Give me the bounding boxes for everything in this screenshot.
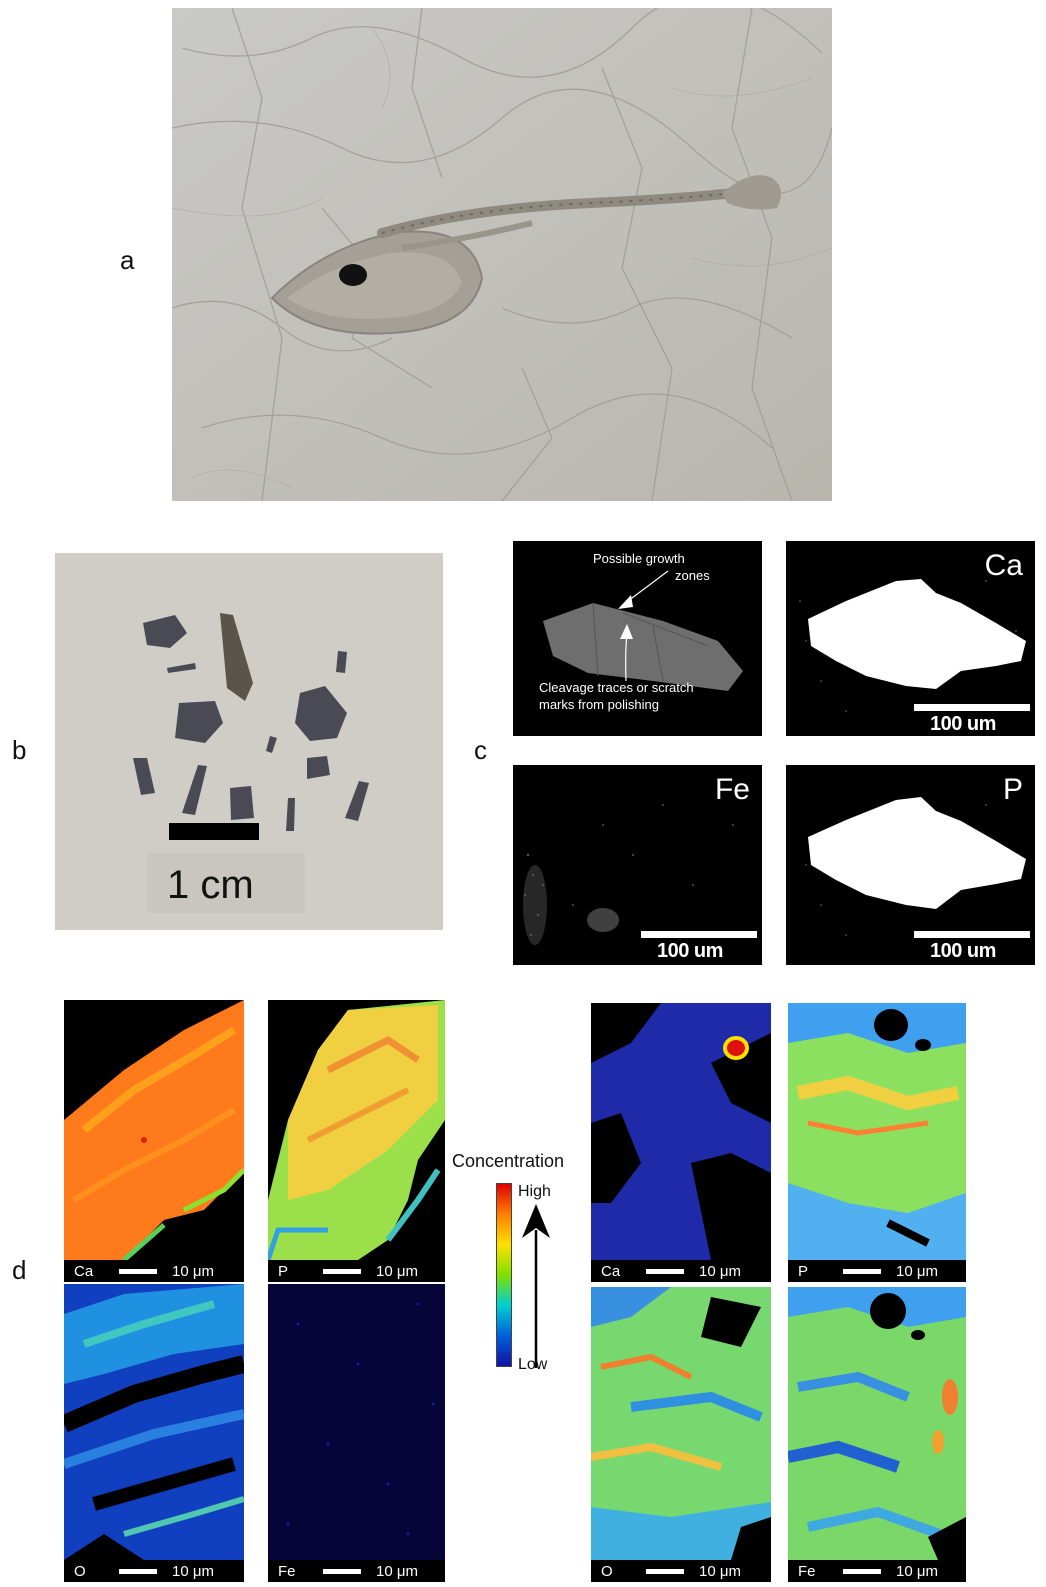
map-right-ca: Ca 10 μm <box>591 1003 771 1282</box>
panel-label-a: a <box>120 245 135 275</box>
map-footer: P 10 μm <box>788 1260 966 1282</box>
scale-label: 10 μm <box>376 1263 418 1280</box>
element-label: P <box>278 1263 289 1280</box>
eds-map-fe: Fe 100 um <box>513 765 762 965</box>
annotation-growth-zones-2: zones <box>675 568 710 583</box>
scale-label: 10 μm <box>699 1563 741 1580</box>
map-right-p: P 10 μm <box>788 1003 966 1282</box>
map-footer: P 10 μm <box>268 1260 445 1282</box>
map-left-o: O 10 μm <box>64 1284 244 1582</box>
scale-label: 10 μm <box>376 1563 418 1580</box>
element-label: O <box>74 1563 86 1580</box>
scale-bar <box>646 1269 684 1274</box>
scale-bar <box>843 1269 881 1274</box>
map-footer: Fe 10 μm <box>268 1560 445 1582</box>
element-label: Fe <box>278 1563 296 1580</box>
legend-colorbar <box>496 1183 512 1367</box>
panel-label-b: b <box>12 735 27 765</box>
map-left-fe: Fe 10 μm <box>268 1284 445 1582</box>
scale-bar <box>323 1269 361 1274</box>
scale-bar-label: 100 um <box>930 713 996 735</box>
scale-bar <box>914 704 1030 711</box>
eds-map-p: P 100 um <box>786 765 1035 965</box>
map-footer: O 10 μm <box>591 1560 771 1582</box>
legend-high-label: High <box>518 1183 551 1200</box>
panel-label-c: c <box>474 735 487 765</box>
scale-bar <box>646 1569 684 1574</box>
scale-bar <box>119 1269 157 1274</box>
scale-label: 10 μm <box>896 1563 938 1580</box>
fossil-fish-photo <box>172 8 832 501</box>
scale-bar <box>323 1569 361 1574</box>
scale-bar-label: 100 um <box>930 940 996 962</box>
legend-low-label: Low <box>518 1356 548 1373</box>
map-footer: O 10 μm <box>64 1560 244 1582</box>
scale-label-1cm: 1 cm <box>167 863 254 907</box>
element-label: P <box>798 1263 809 1280</box>
bse-image: Possible growth zones Cleavage traces or… <box>513 541 762 736</box>
scale-bar <box>843 1569 881 1574</box>
annotation-growth-zones-1: Possible growth <box>593 551 685 566</box>
eds-map-ca: Ca 100 um <box>786 541 1035 736</box>
annotation-cleavage-1: Cleavage traces or scratch <box>539 680 694 695</box>
map-left-ca: Ca 10 μm <box>64 1000 244 1282</box>
element-label: Ca <box>601 1263 621 1280</box>
scale-bar <box>641 931 757 938</box>
scale-bar-label: 100 um <box>657 940 723 962</box>
map-right-o: O 10 μm <box>591 1287 771 1582</box>
map-element-label: Fe <box>714 773 750 806</box>
scale-label: 10 μm <box>172 1263 214 1280</box>
map-footer: Ca 10 μm <box>591 1260 771 1282</box>
legend-title: Concentration <box>452 1151 565 1171</box>
annotation-cleavage-2: marks from polishing <box>539 697 659 712</box>
element-label: O <box>601 1563 613 1580</box>
scale-label: 10 μm <box>896 1263 938 1280</box>
fragments-photo: 1 cm <box>55 553 443 930</box>
map-element-label: Ca <box>984 549 1023 582</box>
map-left-p: P 10 μm <box>268 1000 445 1282</box>
map-element-label: P <box>1002 773 1023 806</box>
element-label: Ca <box>74 1263 94 1280</box>
map-footer: Ca 10 μm <box>64 1260 244 1282</box>
panel-label-d: d <box>12 1255 27 1285</box>
scale-bar <box>119 1569 157 1574</box>
legend-arrow-icon <box>522 1204 550 1368</box>
scale-label: 10 μm <box>172 1563 214 1580</box>
scale-label: 10 μm <box>699 1263 741 1280</box>
element-label: Fe <box>798 1563 816 1580</box>
map-right-fe: Fe 10 μm <box>788 1287 966 1582</box>
scale-bar <box>914 931 1030 938</box>
map-footer: Fe 10 μm <box>788 1560 966 1582</box>
